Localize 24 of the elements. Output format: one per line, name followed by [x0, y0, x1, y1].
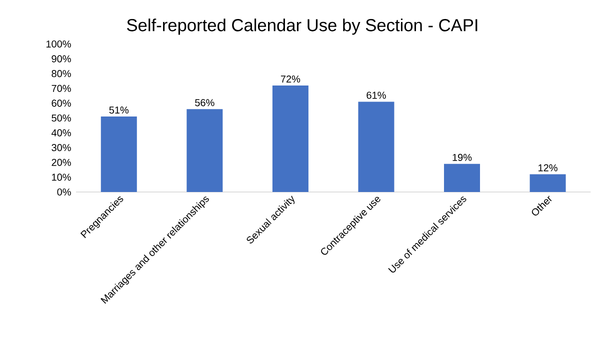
bar: [444, 164, 480, 192]
y-tick-label: 10%: [52, 174, 71, 181]
data-label: 72%: [280, 75, 300, 83]
y-tick-label: 60%: [52, 100, 71, 107]
bar: [358, 102, 394, 192]
y-tick-label: 100%: [46, 40, 71, 48]
y-tick-label: 40%: [52, 129, 71, 136]
bar: [100, 116, 137, 192]
bar: [272, 85, 308, 192]
y-tick-label: 80%: [52, 70, 71, 78]
data-label: 56%: [195, 99, 214, 106]
data-label: 61%: [366, 92, 386, 99]
chart-title: Self-reported Calendar Use by Section - CAPI: [127, 18, 478, 35]
data-label: 51%: [109, 106, 129, 114]
bar: [186, 109, 223, 192]
data-label: 12%: [538, 164, 558, 172]
bar: [530, 174, 566, 192]
y-tick-label: 70%: [52, 84, 71, 92]
y-tick-label: 50%: [52, 114, 71, 122]
y-tick-label: 20%: [52, 158, 71, 166]
y-tick-label: 30%: [52, 144, 71, 152]
y-tick-label: 90%: [52, 55, 71, 62]
y-tick-label: 0%: [57, 188, 71, 196]
data-label: 19%: [452, 154, 472, 161]
